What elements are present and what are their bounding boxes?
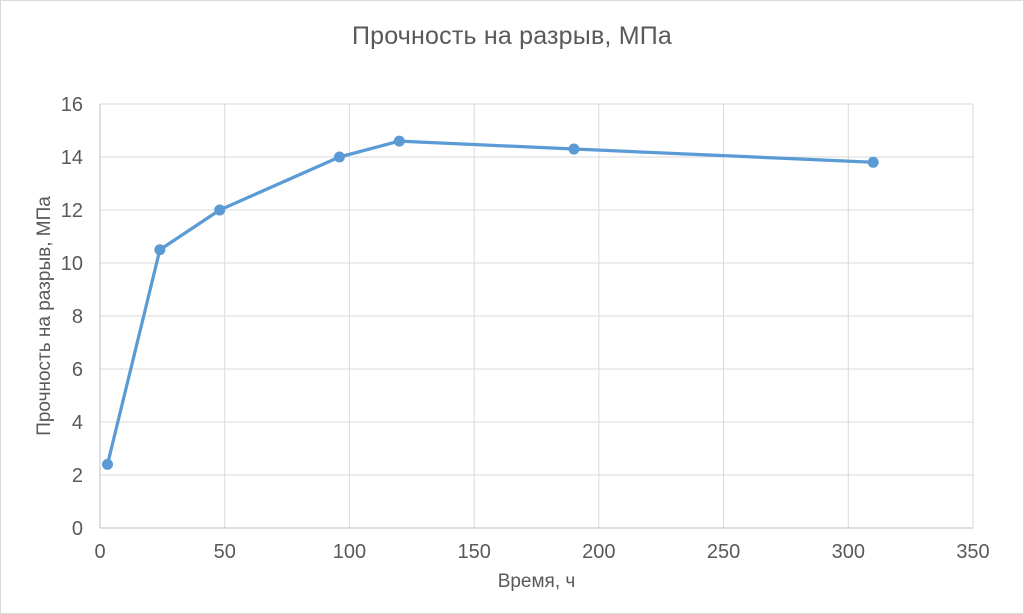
y-tick-label: 10 (61, 253, 83, 275)
y-tick-label: 14 (61, 147, 83, 169)
series-line (105, 139, 875, 467)
data-point-marker (214, 204, 226, 216)
x-tick-label: 100 (333, 541, 366, 563)
chart-title: Прочность на разрыв, МПа (351, 22, 673, 50)
data-point-marker (867, 156, 879, 168)
x-tick-label: 250 (707, 541, 740, 563)
data-point-marker (393, 135, 405, 147)
y-tick-label: 2 (72, 465, 83, 487)
y-axis-title: Прочность на разрыв, МПа (34, 196, 55, 436)
y-tick-label: 8 (72, 306, 83, 328)
data-point-marker (568, 143, 580, 155)
x-tick-label: 0 (94, 541, 105, 563)
y-tick-label: 4 (72, 412, 83, 434)
x-axis-title: Время, ч (497, 571, 576, 592)
x-tick-label: 300 (832, 541, 865, 563)
x-tick-label: 150 (457, 541, 490, 563)
data-point-marker (154, 244, 166, 256)
x-tick-label: 200 (582, 541, 615, 563)
x-tick-label: 50 (214, 541, 236, 563)
x-tick-label: 350 (956, 541, 989, 563)
y-tick-label: 6 (72, 359, 83, 381)
y-tick-label: 0 (72, 518, 83, 540)
data-point-marker (101, 458, 113, 470)
y-tick-label: 12 (61, 200, 83, 222)
data-point-marker (333, 151, 345, 163)
y-tick-label: 16 (61, 94, 83, 116)
